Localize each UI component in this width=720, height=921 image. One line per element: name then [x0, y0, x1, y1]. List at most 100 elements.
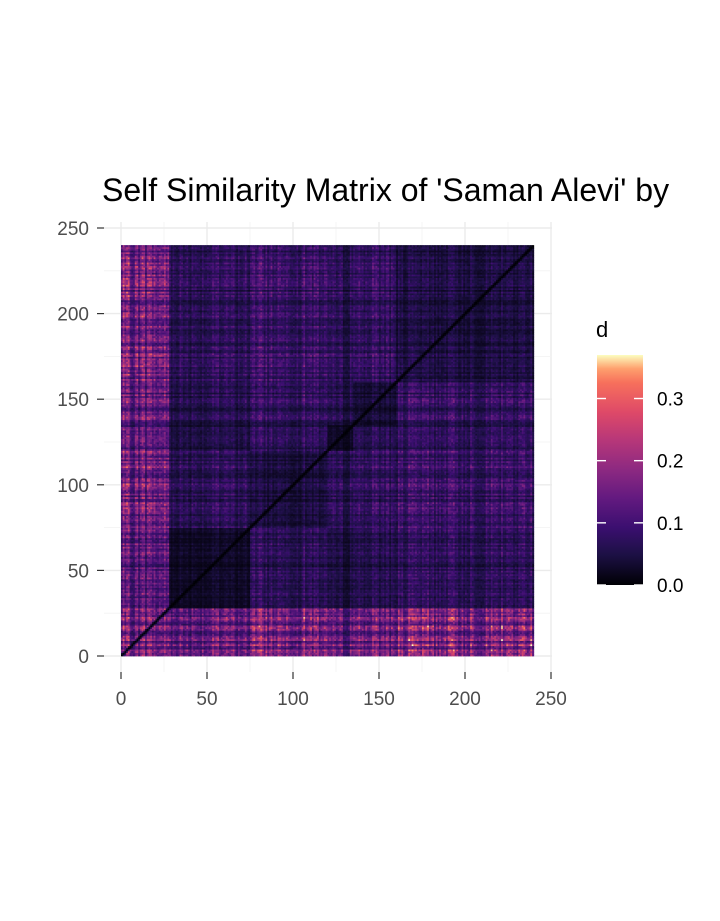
heatmap-cell [208, 649, 211, 652]
heatmap-cell [311, 654, 314, 657]
heatmap-cell [348, 649, 351, 652]
heatmap-cell [311, 649, 314, 652]
heatmap-cell [487, 652, 490, 655]
heatmap-cell [349, 650, 352, 653]
heatmap-cell [138, 650, 141, 653]
heatmap-cell [461, 654, 464, 657]
heatmap-cell [181, 652, 184, 655]
heatmap-cell [379, 649, 382, 652]
heatmap-cell [425, 654, 428, 657]
heatmap-cell [194, 647, 198, 650]
heatmap-cell [480, 652, 483, 655]
heatmap-cell [184, 650, 187, 653]
heatmap-cell [372, 650, 375, 653]
heatmap-cell [243, 649, 246, 652]
heatmap-cell [280, 650, 284, 653]
heatmap-cell [129, 647, 132, 650]
heatmap-cell [157, 652, 160, 655]
heatmap-cell [478, 650, 481, 653]
heatmap-cell [471, 652, 474, 655]
heatmap-cell [477, 650, 480, 653]
heatmap-cell [320, 654, 323, 657]
heatmap-cell [143, 652, 146, 655]
heatmap-cell [520, 650, 523, 653]
heatmap-cell [174, 649, 177, 652]
heatmap-cell [232, 652, 235, 655]
heatmap-cell [365, 649, 368, 652]
heatmap-cell [329, 650, 332, 653]
heatmap-cell [384, 649, 387, 652]
heatmap-cell [141, 650, 144, 653]
heatmap-cell [449, 649, 452, 652]
heatmap-cell [373, 654, 376, 657]
heatmap-cell [179, 654, 182, 657]
heatmap-cell [169, 650, 172, 653]
heatmap-cell [523, 654, 526, 657]
heatmap-cell [344, 647, 347, 650]
heatmap-cell [508, 654, 511, 657]
heatmap-cell [480, 654, 483, 657]
heatmap-cell [494, 649, 497, 652]
heatmap-cell [365, 652, 368, 655]
heatmap-cell [361, 647, 364, 650]
heatmap-cell [158, 652, 161, 655]
heatmap-cell [341, 650, 344, 653]
heatmap-cell [280, 647, 284, 650]
heatmap-cell [330, 652, 333, 655]
heatmap-cell [530, 650, 533, 653]
heatmap-cell [225, 650, 228, 653]
heatmap-cell [330, 650, 333, 653]
heatmap-cells [121, 245, 535, 657]
heatmap-cell [360, 650, 363, 653]
heatmap-cell [334, 649, 337, 652]
heatmap-cell [458, 654, 461, 657]
heatmap-cell [310, 649, 313, 652]
heatmap-cell [418, 650, 421, 653]
heatmap-cell [391, 652, 394, 655]
heatmap-cell [313, 652, 316, 655]
heatmap-cell [121, 647, 124, 650]
heatmap-cell [416, 652, 419, 655]
heatmap-cell [139, 649, 142, 652]
heatmap-cell [458, 649, 461, 652]
heatmap-cell [363, 647, 366, 650]
heatmap-cell [267, 650, 270, 653]
heatmap-cell [370, 647, 373, 650]
heatmap-cell [162, 652, 165, 655]
heatmap-cell [526, 649, 529, 652]
heatmap-cell [518, 654, 521, 657]
heatmap-cell [354, 649, 357, 652]
heatmap-cell [439, 652, 442, 655]
heatmap-cell [380, 654, 383, 657]
heatmap-cell [451, 652, 454, 655]
heatmap-cell [358, 652, 361, 655]
heatmap-cell [394, 650, 397, 653]
heatmap-cell [148, 654, 151, 657]
heatmap-cell [525, 650, 528, 653]
heatmap-cell [186, 649, 189, 652]
heatmap-cell [122, 649, 125, 652]
heatmap-cell [428, 650, 431, 653]
heatmap-cell [430, 652, 433, 655]
heatmap-cell [162, 649, 165, 652]
heatmap-cell [122, 650, 125, 653]
heatmap-cell [415, 654, 418, 657]
heatmap-cell [415, 650, 418, 653]
heatmap-cell [143, 649, 146, 652]
heatmap-cell [485, 654, 488, 657]
heatmap-cell [237, 649, 241, 652]
heatmap-cell [334, 652, 337, 655]
heatmap-cell [489, 649, 492, 652]
heatmap-cell [373, 652, 376, 655]
heatmap-cell [146, 654, 149, 657]
heatmap-cell [392, 652, 395, 655]
heatmap-cell [502, 652, 505, 655]
heatmap-cell [279, 652, 282, 655]
heatmap-cell [425, 652, 428, 655]
heatmap-cell [483, 650, 486, 653]
heatmap-cell [182, 652, 185, 655]
heatmap-cell [349, 654, 352, 657]
heatmap-cell [466, 654, 469, 657]
heatmap-cell [408, 652, 411, 655]
